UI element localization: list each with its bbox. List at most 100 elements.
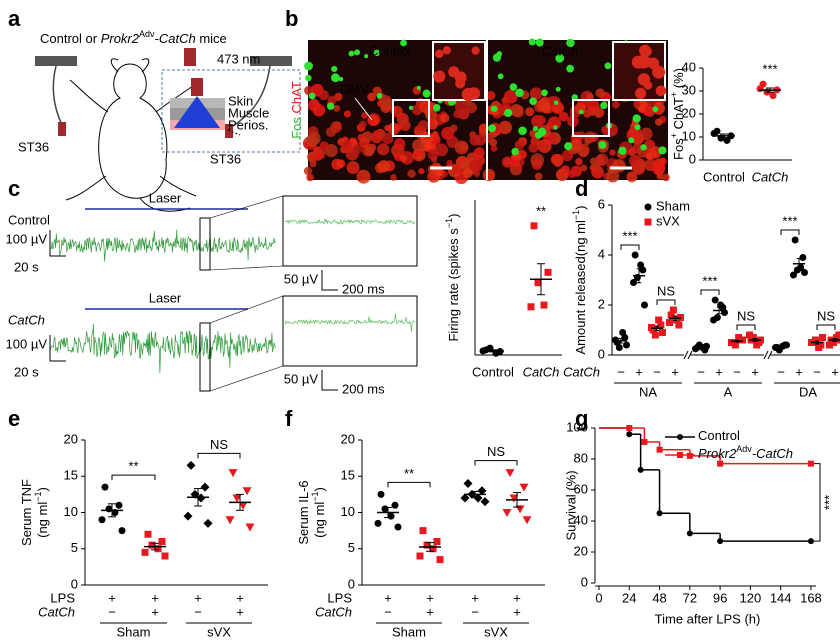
- sign-label: +: [426, 590, 434, 605]
- group-label: NA: [639, 384, 657, 399]
- data-point: [429, 545, 437, 553]
- scale-label: 200 ms: [342, 381, 385, 396]
- data-point: [641, 301, 648, 309]
- cell-red: [471, 46, 480, 55]
- cell-green: [579, 109, 584, 115]
- data-point: [710, 316, 717, 324]
- data-point: [534, 279, 542, 287]
- cell-red: [626, 171, 638, 183]
- data-point: [480, 497, 490, 507]
- legend-label: sVX: [656, 213, 680, 228]
- cell-red: [370, 131, 383, 144]
- cell-green: [416, 85, 421, 90]
- row-label: CatCh: [563, 364, 600, 379]
- data-point: [728, 339, 735, 346]
- cell-red: [313, 151, 323, 161]
- cell-red: [501, 156, 514, 168]
- data-point: [183, 511, 193, 521]
- data-point: [623, 341, 630, 349]
- y-axis-label-part: −1: [310, 491, 320, 501]
- cell-green: [304, 61, 313, 71]
- layer-label: Muscle: [228, 105, 269, 120]
- cell-red: [503, 89, 518, 104]
- sign-label: +: [236, 604, 244, 619]
- group-label: sVX: [484, 624, 508, 639]
- data-point: [692, 345, 699, 353]
- sign-label: −: [697, 364, 705, 379]
- data-point: [675, 321, 683, 329]
- zoom-connector: [209, 195, 284, 219]
- cell-red: [560, 165, 571, 175]
- cell-red: [575, 157, 583, 166]
- data-point: [619, 329, 627, 336]
- cell-red: [467, 87, 481, 100]
- panel-label: b: [285, 6, 298, 31]
- cell-green: [566, 38, 575, 48]
- cell-red: [654, 118, 663, 126]
- data-point: [530, 222, 538, 230]
- layer-label: Perios.: [228, 117, 268, 132]
- data-point: [815, 344, 823, 351]
- light-cone: [174, 96, 220, 128]
- data-point: [807, 538, 814, 545]
- cell-green: [529, 97, 538, 106]
- cell-green: [634, 124, 641, 131]
- significance-label: ***: [762, 62, 777, 77]
- data-point: [502, 509, 512, 517]
- data-point: [666, 319, 673, 326]
- cell-red: [529, 87, 543, 100]
- y-tick-label: 2: [598, 296, 605, 311]
- cell-red: [306, 173, 314, 182]
- data-point: [703, 342, 710, 350]
- cell-red: [612, 159, 626, 173]
- cell-red: [352, 144, 362, 155]
- trace-condition: Control: [8, 212, 50, 227]
- x-tick-label: 48: [652, 590, 666, 605]
- data-point: [657, 321, 665, 329]
- cell-red: [534, 172, 543, 181]
- sign-label: +: [751, 364, 759, 379]
- image-column-label: Control: [369, 43, 411, 58]
- y-axis-label-part: (ng ml: [35, 502, 50, 538]
- cell-red: [642, 46, 652, 57]
- cell-red: [377, 160, 390, 173]
- zoom-window: [199, 217, 211, 271]
- y-axis-label-part: +: [669, 133, 679, 138]
- y-axis-label: (ng ml−1): [33, 487, 50, 538]
- row-label: CatCh: [38, 604, 75, 619]
- panel-label: d: [575, 176, 588, 201]
- cell-red: [662, 173, 670, 182]
- y-axis-label-part: ): [573, 205, 588, 209]
- group-label: sVX: [207, 624, 231, 639]
- data-point: [101, 483, 109, 491]
- data-point: [686, 530, 693, 537]
- cell-red: [629, 154, 642, 168]
- cell-red: [578, 147, 589, 158]
- cell-green: [604, 62, 612, 70]
- data-point: [463, 479, 473, 488]
- cell-red: [655, 85, 667, 97]
- cell-green: [504, 108, 513, 118]
- y-axis-label-part: ChAT: [671, 97, 686, 133]
- cell-red: [505, 124, 512, 131]
- data-point: [381, 505, 389, 513]
- cell-green: [566, 64, 575, 73]
- cell-green: [497, 73, 504, 80]
- sign-label: +: [513, 604, 521, 619]
- cell-red: [307, 131, 321, 146]
- data-point: [98, 516, 106, 524]
- cell-red: [465, 101, 478, 114]
- data-point: [656, 446, 663, 453]
- data-point: [739, 336, 746, 344]
- data-point: [756, 85, 764, 93]
- data-point: [811, 336, 819, 344]
- zoom-connector: [209, 295, 284, 324]
- sign-label: +: [194, 590, 202, 605]
- data-point: [723, 136, 731, 144]
- cell-red: [469, 134, 481, 146]
- cell-red: [498, 120, 512, 135]
- zoom-box: [282, 195, 418, 267]
- panel-label: c: [8, 176, 20, 201]
- panel-label: a: [8, 6, 21, 31]
